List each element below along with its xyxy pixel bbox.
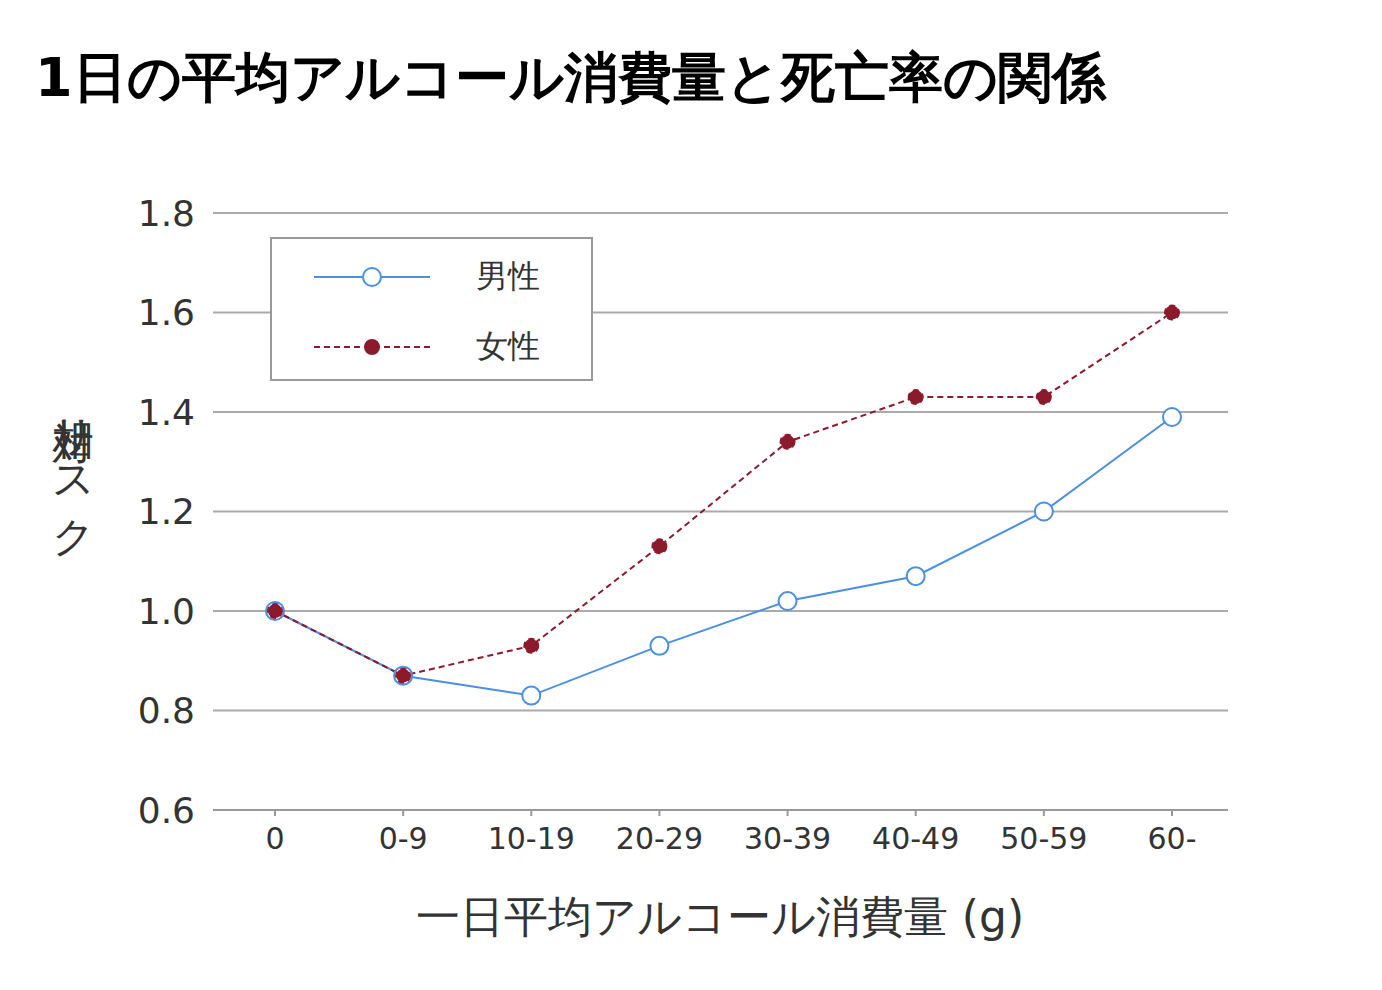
html-text:相対リスク: 相対リスク: [49, 385, 98, 539]
html-text:一日平均アルコール消費量 (g): 一日平均アルコール消費量 (g): [415, 891, 1025, 942]
svg-text:0: 0: [265, 821, 284, 856]
svg-text:1.0: 1.0: [138, 591, 195, 632]
html-text:女性: 女性: [476, 327, 540, 365]
svg-text:1.4: 1.4: [138, 392, 195, 433]
svg-text:1.6: 1.6: [138, 292, 195, 333]
html-text:1日の平均アルコール消費量と死亡率の関係: 1日の平均アルコール消費量と死亡率の関係: [35, 46, 1106, 109]
svg-text:30-39: 30-39: [744, 821, 831, 856]
svg-text:40-49: 40-49: [872, 821, 959, 856]
svg-text:0.6: 0.6: [138, 790, 195, 831]
svg-text:60-: 60-: [1148, 821, 1197, 856]
svg-text:0-9: 0-9: [379, 821, 428, 856]
html-text:男性: 男性: [476, 257, 540, 295]
svg-text:1.2: 1.2: [138, 491, 195, 532]
svg-text:0.8: 0.8: [138, 690, 195, 731]
svg-text:1.8: 1.8: [138, 193, 195, 234]
svg-text:10-19: 10-19: [488, 821, 575, 856]
svg-text:20-29: 20-29: [616, 821, 703, 856]
svg-text:50-59: 50-59: [1000, 821, 1087, 856]
